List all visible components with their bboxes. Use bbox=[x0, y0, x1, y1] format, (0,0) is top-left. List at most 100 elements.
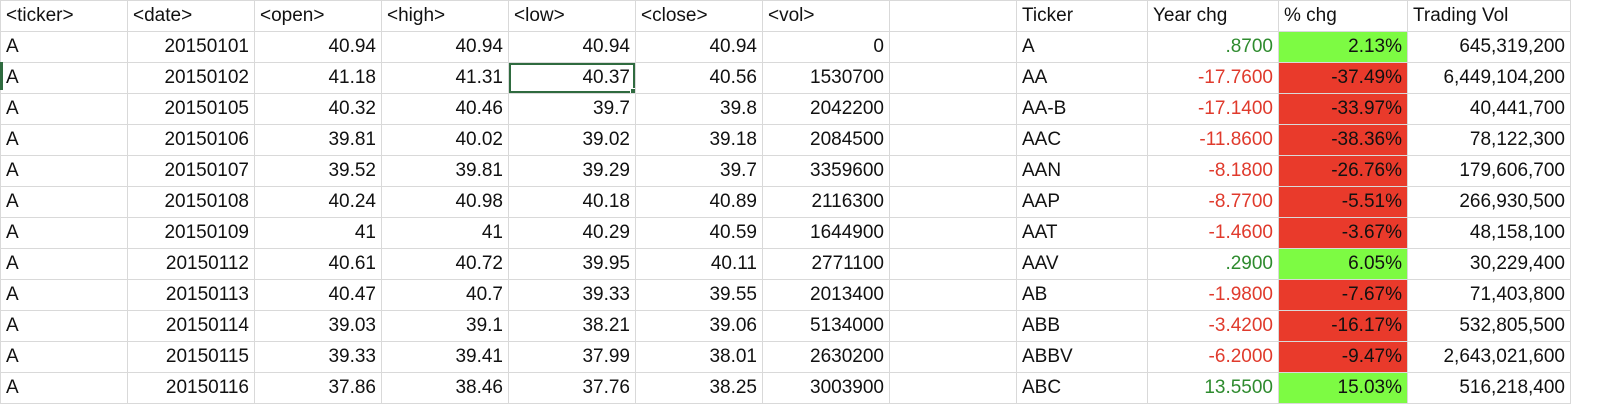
cell-close[interactable]: 40.94 bbox=[635, 31, 763, 63]
cell-percent-change[interactable]: -3.67% bbox=[1278, 217, 1408, 249]
cell-open[interactable]: 40.94 bbox=[254, 31, 382, 63]
cell-high[interactable]: 41.31 bbox=[381, 62, 509, 94]
header-cell-summary-ticker[interactable]: Ticker bbox=[1016, 0, 1148, 32]
cell-trading-volume[interactable]: 2,643,021,600 bbox=[1407, 341, 1571, 373]
cell-year-change[interactable]: -11.8600 bbox=[1147, 124, 1279, 156]
cell-blank[interactable] bbox=[889, 62, 1017, 94]
cell-ticker[interactable]: A bbox=[0, 93, 128, 125]
header-cell-open[interactable]: <open> bbox=[254, 0, 382, 32]
cell-summary-ticker[interactable]: AA-B bbox=[1016, 93, 1148, 125]
cell-year-change[interactable]: -1.4600 bbox=[1147, 217, 1279, 249]
cell-open[interactable]: 39.03 bbox=[254, 310, 382, 342]
cell-ticker[interactable]: A bbox=[0, 186, 128, 218]
header-cell-ticker[interactable]: <ticker> bbox=[0, 0, 128, 32]
fill-handle[interactable] bbox=[630, 88, 635, 93]
cell-open[interactable]: 40.24 bbox=[254, 186, 382, 218]
cell-year-change[interactable]: -6.2000 bbox=[1147, 341, 1279, 373]
cell-ticker[interactable]: A bbox=[0, 279, 128, 311]
cell-vol[interactable]: 2042200 bbox=[762, 93, 890, 125]
header-cell-blank[interactable] bbox=[889, 0, 1017, 32]
cell-high[interactable]: 41 bbox=[381, 217, 509, 249]
cell-year-change[interactable]: .8700 bbox=[1147, 31, 1279, 63]
cell-low[interactable]: 39.95 bbox=[508, 248, 636, 280]
cell-low[interactable]: 37.76 bbox=[508, 372, 636, 404]
cell-trading-volume[interactable]: 48,158,100 bbox=[1407, 217, 1571, 249]
cell-summary-ticker[interactable]: AAV bbox=[1016, 248, 1148, 280]
cell-blank[interactable] bbox=[889, 155, 1017, 187]
cell-summary-ticker[interactable]: ABBV bbox=[1016, 341, 1148, 373]
header-cell-year-change[interactable]: Year chg bbox=[1147, 0, 1279, 32]
header-cell-close[interactable]: <close> bbox=[635, 0, 763, 32]
cell-ticker[interactable]: A bbox=[0, 62, 128, 94]
cell-date[interactable]: 20150115 bbox=[127, 341, 255, 373]
cell-high[interactable]: 40.7 bbox=[381, 279, 509, 311]
cell-close[interactable]: 39.06 bbox=[635, 310, 763, 342]
cell-high[interactable]: 40.98 bbox=[381, 186, 509, 218]
cell-trading-volume[interactable]: 645,319,200 bbox=[1407, 31, 1571, 63]
cell-date[interactable]: 20150101 bbox=[127, 31, 255, 63]
cell-summary-ticker[interactable]: AB bbox=[1016, 279, 1148, 311]
cell-ticker[interactable]: A bbox=[0, 372, 128, 404]
cell-date[interactable]: 20150102 bbox=[127, 62, 255, 94]
cell-vol[interactable]: 2116300 bbox=[762, 186, 890, 218]
cell-date[interactable]: 20150109 bbox=[127, 217, 255, 249]
cell-blank[interactable] bbox=[889, 372, 1017, 404]
cell-summary-ticker[interactable]: ABB bbox=[1016, 310, 1148, 342]
cell-open[interactable]: 40.47 bbox=[254, 279, 382, 311]
header-cell-trading-volume[interactable]: Trading Vol bbox=[1407, 0, 1571, 32]
cell-percent-change[interactable]: -38.36% bbox=[1278, 124, 1408, 156]
cell-vol[interactable]: 2084500 bbox=[762, 124, 890, 156]
cell-percent-change[interactable]: 15.03% bbox=[1278, 372, 1408, 404]
header-cell-date[interactable]: <date> bbox=[127, 0, 255, 32]
cell-ticker[interactable]: A bbox=[0, 31, 128, 63]
cell-date[interactable]: 20150114 bbox=[127, 310, 255, 342]
cell-low[interactable]: 39.29 bbox=[508, 155, 636, 187]
cell-open[interactable]: 39.81 bbox=[254, 124, 382, 156]
cell-trading-volume[interactable]: 516,218,400 bbox=[1407, 372, 1571, 404]
cell-high[interactable]: 40.46 bbox=[381, 93, 509, 125]
cell-year-change[interactable]: -3.4200 bbox=[1147, 310, 1279, 342]
cell-summary-ticker[interactable]: A bbox=[1016, 31, 1148, 63]
cell-year-change[interactable]: -17.1400 bbox=[1147, 93, 1279, 125]
cell-ticker[interactable]: A bbox=[0, 248, 128, 280]
cell-summary-ticker[interactable]: ABC bbox=[1016, 372, 1148, 404]
cell-low[interactable]: 40.18 bbox=[508, 186, 636, 218]
cell-summary-ticker[interactable]: AAP bbox=[1016, 186, 1148, 218]
cell-close[interactable]: 40.11 bbox=[635, 248, 763, 280]
cell-date[interactable]: 20150108 bbox=[127, 186, 255, 218]
cell-vol[interactable]: 2771100 bbox=[762, 248, 890, 280]
cell-high[interactable]: 39.41 bbox=[381, 341, 509, 373]
cell-blank[interactable] bbox=[889, 93, 1017, 125]
cell-date[interactable]: 20150107 bbox=[127, 155, 255, 187]
cell-open[interactable]: 41.18 bbox=[254, 62, 382, 94]
header-cell-low[interactable]: <low> bbox=[508, 0, 636, 32]
cell-blank[interactable] bbox=[889, 248, 1017, 280]
cell-open[interactable]: 37.86 bbox=[254, 372, 382, 404]
cell-close[interactable]: 40.89 bbox=[635, 186, 763, 218]
cell-year-change[interactable]: 13.5500 bbox=[1147, 372, 1279, 404]
cell-percent-change[interactable]: -5.51% bbox=[1278, 186, 1408, 218]
cell-date[interactable]: 20150106 bbox=[127, 124, 255, 156]
cell-close[interactable]: 38.01 bbox=[635, 341, 763, 373]
cell-vol[interactable]: 3359600 bbox=[762, 155, 890, 187]
cell-vol[interactable]: 2630200 bbox=[762, 341, 890, 373]
cell-blank[interactable] bbox=[889, 124, 1017, 156]
cell-ticker[interactable]: A bbox=[0, 310, 128, 342]
header-cell-percent-change[interactable]: % chg bbox=[1278, 0, 1408, 32]
cell-ticker[interactable]: A bbox=[0, 217, 128, 249]
cell-high[interactable]: 39.81 bbox=[381, 155, 509, 187]
cell-high[interactable]: 39.1 bbox=[381, 310, 509, 342]
cell-low[interactable]: 40.29 bbox=[508, 217, 636, 249]
cell-high[interactable]: 38.46 bbox=[381, 372, 509, 404]
cell-close[interactable]: 40.56 bbox=[635, 62, 763, 94]
cell-summary-ticker[interactable]: AAN bbox=[1016, 155, 1148, 187]
cell-year-change[interactable]: -17.7600 bbox=[1147, 62, 1279, 94]
cell-summary-ticker[interactable]: AAC bbox=[1016, 124, 1148, 156]
cell-percent-change[interactable]: -37.49% bbox=[1278, 62, 1408, 94]
cell-blank[interactable] bbox=[889, 217, 1017, 249]
cell-percent-change[interactable]: -16.17% bbox=[1278, 310, 1408, 342]
cell-year-change[interactable]: -8.7700 bbox=[1147, 186, 1279, 218]
cell-date[interactable]: 20150105 bbox=[127, 93, 255, 125]
cell-vol[interactable]: 5134000 bbox=[762, 310, 890, 342]
cell-low[interactable]: 39.33 bbox=[508, 279, 636, 311]
